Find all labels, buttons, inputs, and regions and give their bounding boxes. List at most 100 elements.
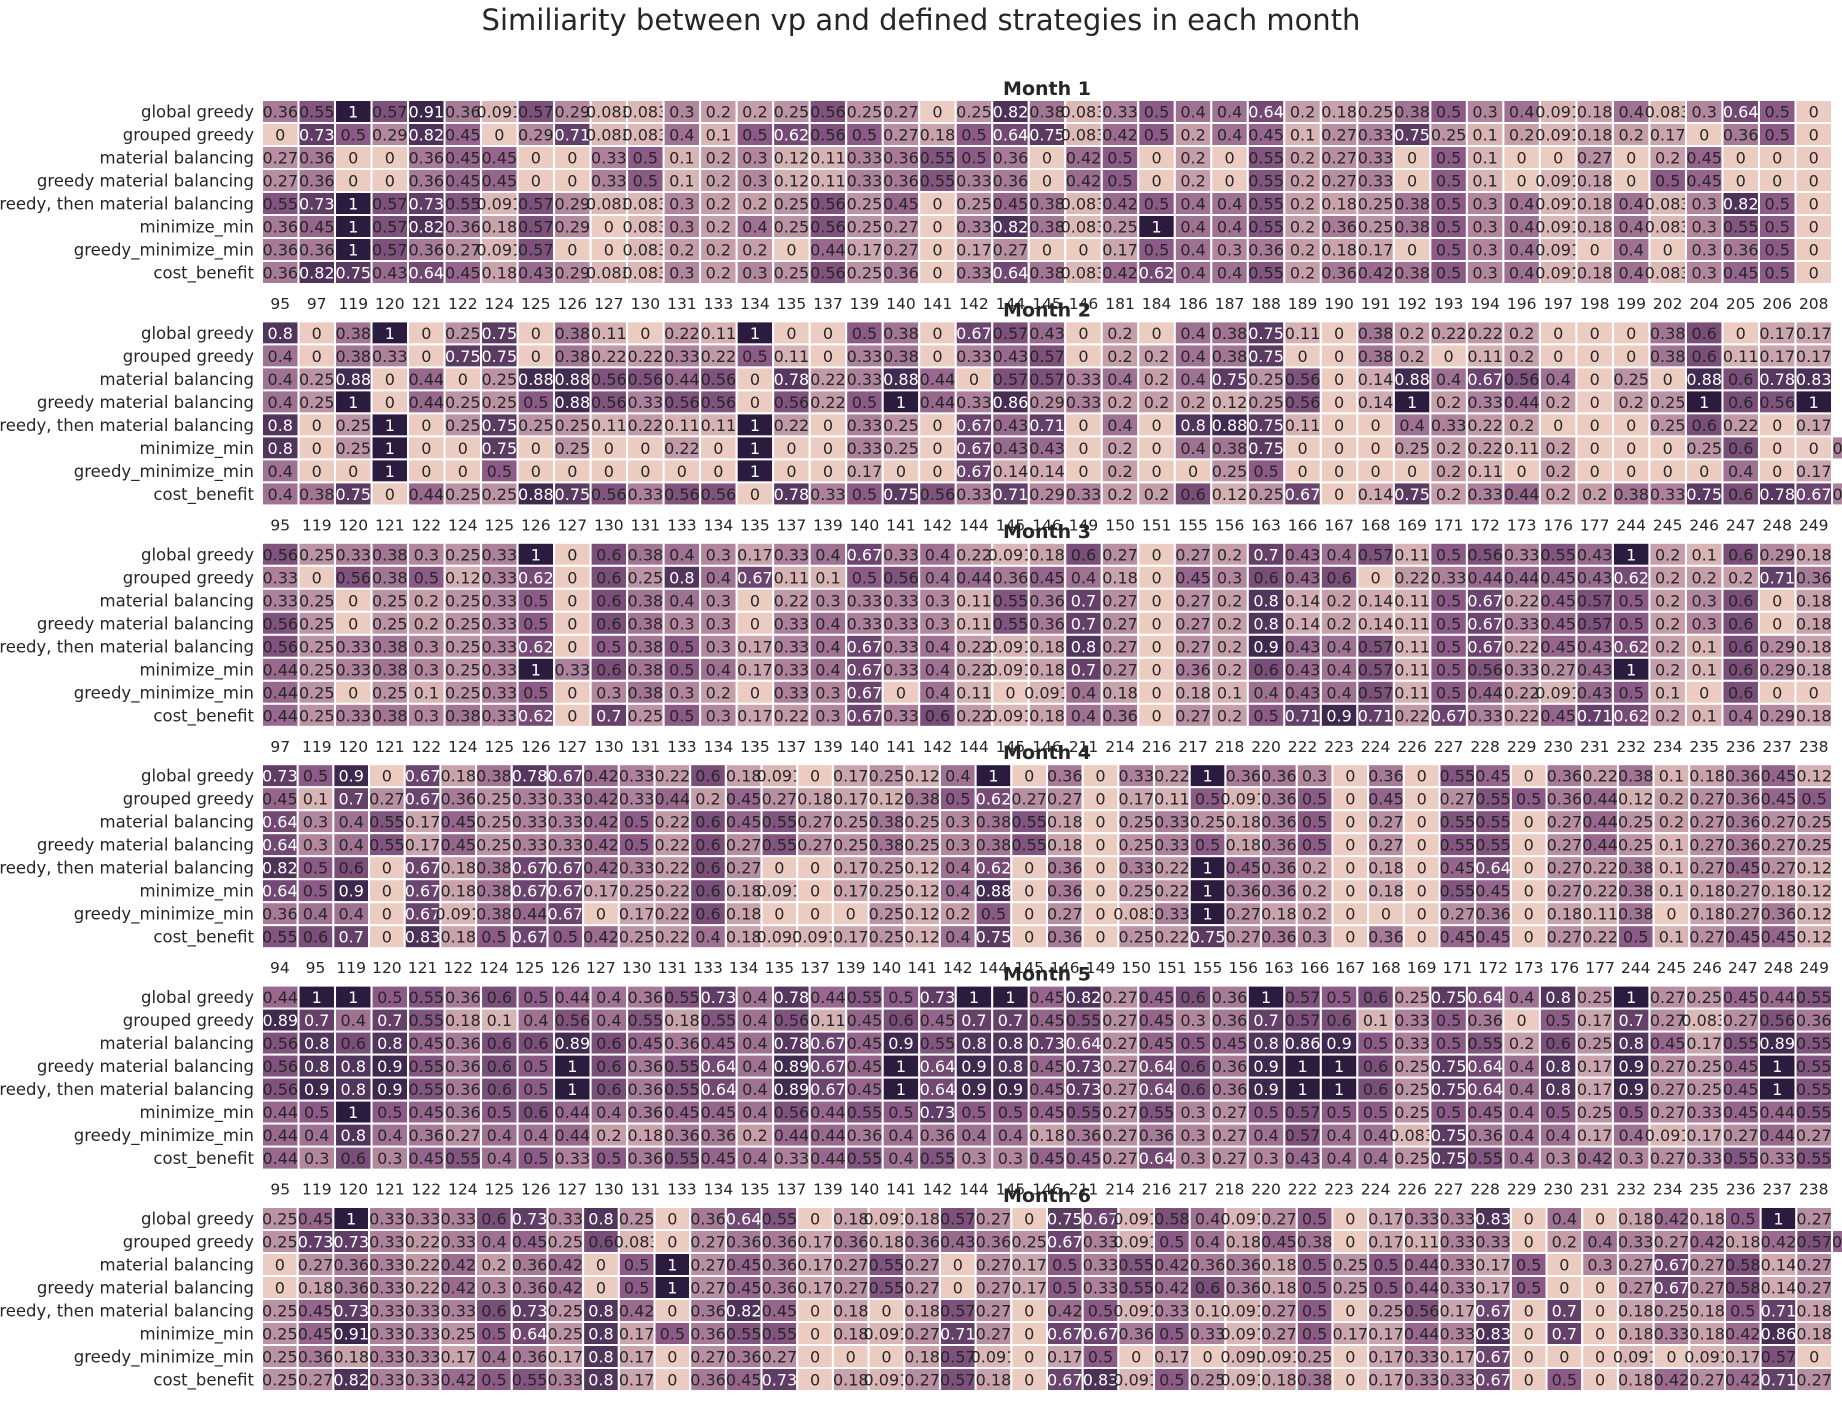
cell-value: 0: [1334, 485, 1344, 504]
cell-value: 0.27: [1321, 149, 1357, 168]
column-label: 130: [631, 295, 661, 313]
cell-value: 1: [348, 218, 358, 237]
cell-value: 0.36: [690, 1210, 726, 1229]
cell-value: 0.45: [1029, 1103, 1065, 1122]
column-label: 166: [1300, 959, 1330, 977]
cell-value: 0.64: [262, 836, 298, 855]
cell-value: 0.88: [555, 393, 591, 412]
cell-value: 0.8: [669, 568, 694, 587]
cell-value: 0.17: [797, 1256, 833, 1275]
cell-value: 0.091: [1256, 1348, 1302, 1367]
cell-value: 0.18: [904, 1348, 940, 1367]
cell-value: 0.56: [701, 370, 737, 389]
cell-value: 0.25: [1686, 1057, 1722, 1076]
cell-value: 0.18: [1547, 905, 1583, 924]
cell-value: 0.45: [1725, 859, 1761, 878]
cell-value: 0.2: [1107, 393, 1132, 412]
cell-value: 0.5: [1326, 988, 1351, 1007]
column-label: 131: [631, 1181, 661, 1199]
column-label: 223: [1324, 1181, 1354, 1199]
column-label: 119: [338, 295, 368, 313]
column-label: 227: [1434, 738, 1464, 756]
row-label: minimize_min: [139, 1103, 254, 1123]
cell-value: 0.3: [1217, 568, 1242, 587]
cell-value: 0: [1809, 1348, 1819, 1367]
cell-value: 0.1: [669, 149, 694, 168]
cell-value: 0.62: [1139, 264, 1175, 283]
cell-value: 0.45: [1540, 637, 1576, 656]
cell-value: 0: [596, 905, 606, 924]
cell-value: 0.29: [555, 103, 591, 122]
cell-value: 0.38: [883, 347, 919, 366]
column-label: 120: [372, 959, 402, 977]
cell-value: 0.25: [1618, 836, 1654, 855]
cell-value: 0.42: [583, 790, 619, 809]
column-label: 188: [1251, 295, 1281, 313]
cell-value: 0.36: [904, 1233, 940, 1252]
cell-value: 0.33: [1154, 905, 1190, 924]
cell-value: 0.56: [810, 218, 846, 237]
cell-value: 0.4: [1326, 1149, 1351, 1168]
cell-value: 0.5: [1144, 241, 1169, 260]
cell-value: 0.27: [690, 1233, 726, 1252]
cell-value: 0.44: [408, 370, 444, 389]
cell-value: 0.5: [961, 126, 986, 145]
cell-value: 0.56: [774, 1011, 810, 1030]
cell-value: 0.4: [1509, 1057, 1534, 1076]
cell-value: 0.27: [1547, 928, 1583, 947]
column-label: 156: [1228, 959, 1258, 977]
cell-value: 0.6: [1180, 485, 1205, 504]
cell-value: 1: [1407, 393, 1417, 412]
cell-value: 0.33: [1066, 370, 1102, 389]
cell-value: 0: [1772, 591, 1782, 610]
cell-value: 0.36: [1212, 988, 1248, 1007]
cell-value: 0.17: [1011, 1279, 1047, 1298]
cell-value: 0.3: [815, 683, 840, 702]
cell-value: 0.4: [945, 767, 970, 786]
column-label: 238: [1799, 1181, 1829, 1199]
cell-value: 0.78: [1759, 485, 1795, 504]
cell-value: 0.17: [797, 1233, 833, 1252]
cell-value: 0.67: [405, 859, 441, 878]
cell-value: 0.5: [852, 568, 877, 587]
cell-value: 0.45: [847, 1080, 883, 1099]
cell-value: 0.33: [774, 614, 810, 633]
cell-value: 0.091: [1535, 218, 1581, 237]
cell-value: 0.4: [1107, 416, 1132, 435]
column-label: 206: [1762, 295, 1792, 313]
cell-value: 0.45: [1723, 1080, 1759, 1099]
cell-value: 1: [1261, 988, 1271, 1007]
cell-value: 0.17: [1368, 1348, 1404, 1367]
cell-value: 0: [786, 462, 796, 481]
cell-value: 0.42: [440, 1256, 476, 1275]
cell-value: 0: [1626, 324, 1636, 343]
cell-value: 0.27: [1175, 706, 1211, 725]
column-label: 122: [443, 959, 473, 977]
cell-value: 0.64: [993, 126, 1029, 145]
cell-value: 0: [1024, 1348, 1034, 1367]
cell-value: 0.4: [1618, 1126, 1643, 1145]
cell-value: 0.18: [1761, 882, 1797, 901]
cell-value: 0.27: [1102, 1057, 1138, 1076]
cell-value: 0.25: [833, 836, 869, 855]
cell-value: 0.36: [1212, 1080, 1248, 1099]
cell-value: 0.2: [1728, 568, 1753, 587]
column-label: 224: [1361, 1181, 1391, 1199]
cell-value: 0.33: [1404, 1210, 1440, 1229]
cell-value: 0.36: [628, 1080, 664, 1099]
cell-value: 0.6: [1180, 1057, 1205, 1076]
cell-value: 0.55: [408, 1057, 444, 1076]
cell-value: 0.56: [774, 393, 810, 412]
cell-value: 0.5: [624, 1279, 649, 1298]
cell-value: 0.36: [993, 568, 1029, 587]
cell-value: 0.7: [998, 1011, 1023, 1030]
cell-value: 1: [1626, 660, 1636, 679]
cell-value: 0.25: [555, 439, 591, 458]
cell-value: 0.27: [1540, 660, 1576, 679]
cell-value: 0.25: [869, 767, 905, 786]
cell-value: 0.33: [1102, 103, 1138, 122]
cell-value: 0.64: [1139, 1149, 1175, 1168]
cell-value: 0.3: [742, 149, 767, 168]
cell-value: 0.57: [940, 1302, 976, 1321]
column-label: 230: [1543, 738, 1573, 756]
